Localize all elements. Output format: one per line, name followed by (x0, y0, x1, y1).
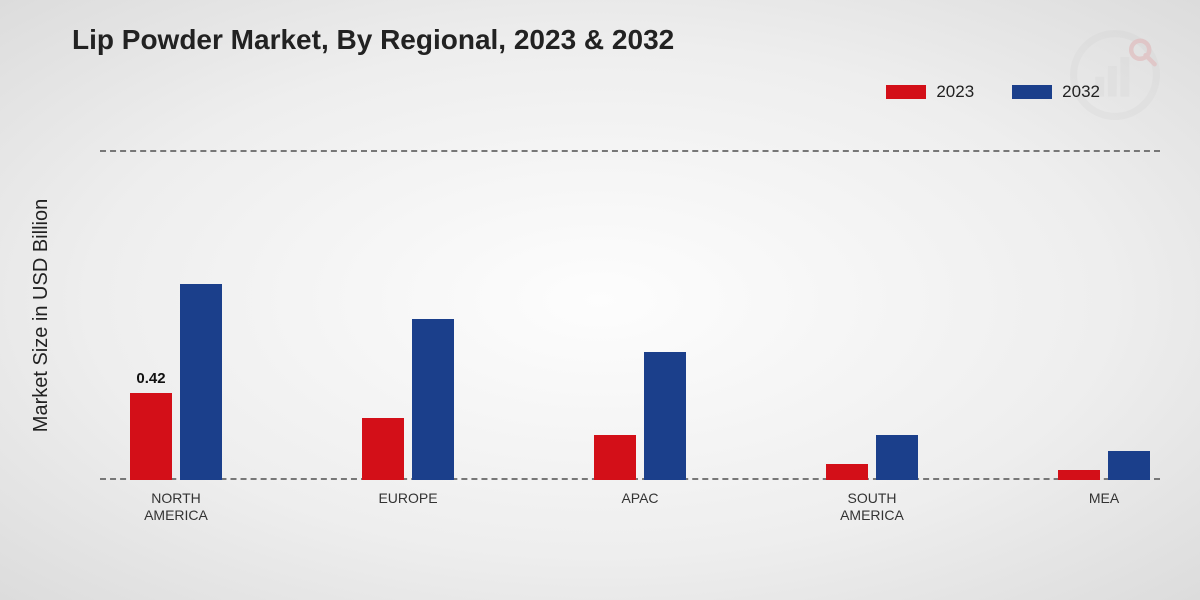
bar-group (826, 435, 918, 480)
legend-label: 2023 (936, 82, 974, 102)
y-axis-label-container: Market Size in USD Billion (12, 150, 72, 480)
chart-topline (100, 150, 1160, 152)
bar-value-label: 0.42 (136, 370, 165, 387)
bar-2032 (180, 284, 222, 480)
x-axis-label: SOUTH AMERICA (802, 490, 942, 524)
x-axis-label: MEA (1034, 490, 1174, 507)
legend-item-2032: 2032 (1012, 82, 1100, 102)
bar-2023 (130, 393, 172, 480)
x-axis-labels: NORTH AMERICAEUROPEAPACSOUTH AMERICAMEA (100, 486, 1160, 536)
bar-group (1058, 451, 1150, 480)
watermark-logo (1070, 30, 1160, 120)
bar-2023 (826, 464, 868, 481)
chart-plot-area: 0.42 (100, 150, 1160, 480)
bar-group (362, 319, 454, 480)
chart-title: Lip Powder Market, By Regional, 2023 & 2… (72, 24, 674, 56)
bar-2032 (1108, 451, 1150, 480)
bar-2032 (876, 435, 918, 480)
legend-swatch (1012, 85, 1052, 99)
legend-item-2023: 2023 (886, 82, 974, 102)
x-axis-label: EUROPE (338, 490, 478, 507)
x-axis-label: APAC (570, 490, 710, 507)
bar-2023 (594, 435, 636, 480)
bar-2023 (362, 418, 404, 480)
bar-2023 (1058, 470, 1100, 480)
bar-2032 (644, 352, 686, 480)
bar-group (594, 352, 686, 480)
legend-swatch (886, 85, 926, 99)
y-axis-label: Market Size in USD Billion (31, 198, 54, 431)
legend-label: 2032 (1062, 82, 1100, 102)
bar-2032 (412, 319, 454, 480)
x-axis-label: NORTH AMERICA (106, 490, 246, 524)
chart-legend: 2023 2032 (886, 82, 1100, 102)
